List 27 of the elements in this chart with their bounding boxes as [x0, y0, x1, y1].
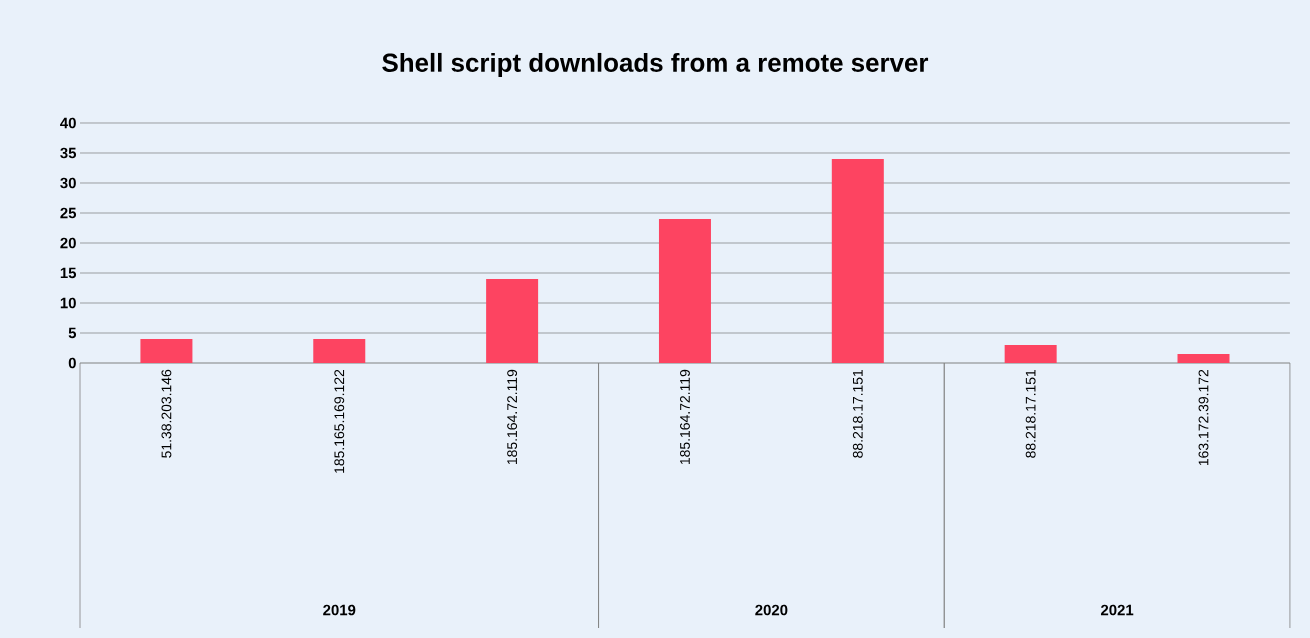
- x-tick-label: 185.164.72.119: [507, 369, 518, 465]
- bar: [658, 219, 711, 363]
- bar: [140, 339, 193, 363]
- x-tick-label: 163.172.39.172: [1198, 369, 1209, 466]
- y-tick-label: 35: [60, 147, 77, 159]
- y-tick-label: 40: [60, 117, 76, 129]
- x-tick-label: 88.218.17.151: [852, 369, 863, 458]
- y-tick-label: 25: [60, 207, 77, 219]
- x-tick-label: 51.38.203.146: [161, 369, 172, 458]
- y-tick-label: 20: [60, 237, 76, 249]
- text: 2021: [1100, 604, 1134, 616]
- y-tick-label: 15: [60, 267, 77, 279]
- y-tick-label: 10: [60, 297, 76, 309]
- chart-title: Shell script downloads from a remote server: [382, 52, 929, 78]
- x-tick-label: 185.165.169.122: [334, 369, 345, 473]
- y-tick-label: 5: [68, 327, 77, 339]
- text: 2020: [755, 604, 788, 616]
- bar: [831, 159, 884, 363]
- y-tick-label: 30: [60, 177, 76, 189]
- bar: [486, 279, 539, 363]
- bar: [1177, 354, 1230, 363]
- bar: [1004, 345, 1057, 363]
- x-tick-label: 185.164.72.119: [680, 369, 690, 465]
- x-tick-label: 88.218.17.151: [1025, 369, 1036, 458]
- bar: [313, 339, 366, 363]
- y-tick-label: 0: [68, 357, 76, 369]
- text: 2019: [323, 604, 356, 616]
